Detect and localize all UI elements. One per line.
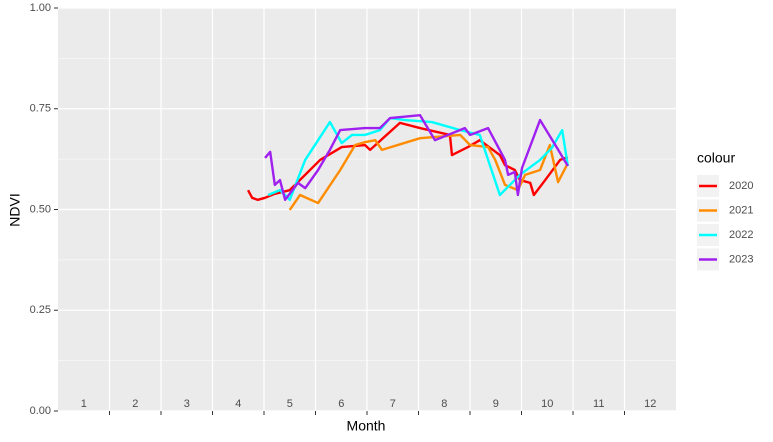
y-axis-title: NDVI (7, 193, 23, 226)
x-tick-label: 3 (184, 398, 190, 410)
x-tick-label: 6 (338, 398, 344, 410)
legend-label: 2021 (729, 204, 753, 216)
x-tick-label: 12 (644, 398, 656, 410)
y-tick-label: 0.50 (30, 203, 51, 215)
x-tick-label: 2 (132, 398, 138, 410)
x-tick-label: 9 (493, 398, 499, 410)
x-tick-label: 10 (541, 398, 553, 410)
y-tick-label: 0.00 (30, 405, 51, 417)
legend-label: 2020 (729, 180, 753, 192)
x-tick-label: 5 (287, 398, 293, 410)
series-line (264, 113, 569, 202)
legend-label: 2023 (729, 253, 753, 265)
x-tick-label: 1 (81, 398, 87, 410)
series-line (288, 133, 569, 211)
x-tick-label: 8 (441, 398, 447, 410)
y-tick-label: 1.00 (30, 2, 51, 14)
y-tick-label: 0.75 (30, 103, 51, 115)
x-tick-label: 11 (593, 398, 604, 410)
x-axis-title: Month (347, 418, 386, 434)
legend-label: 2022 (729, 229, 753, 241)
legend-title: colour (697, 150, 735, 166)
x-tick-label: 4 (235, 398, 241, 410)
y-tick-label: 0.25 (30, 304, 51, 316)
x-tick-label: 7 (390, 398, 396, 410)
